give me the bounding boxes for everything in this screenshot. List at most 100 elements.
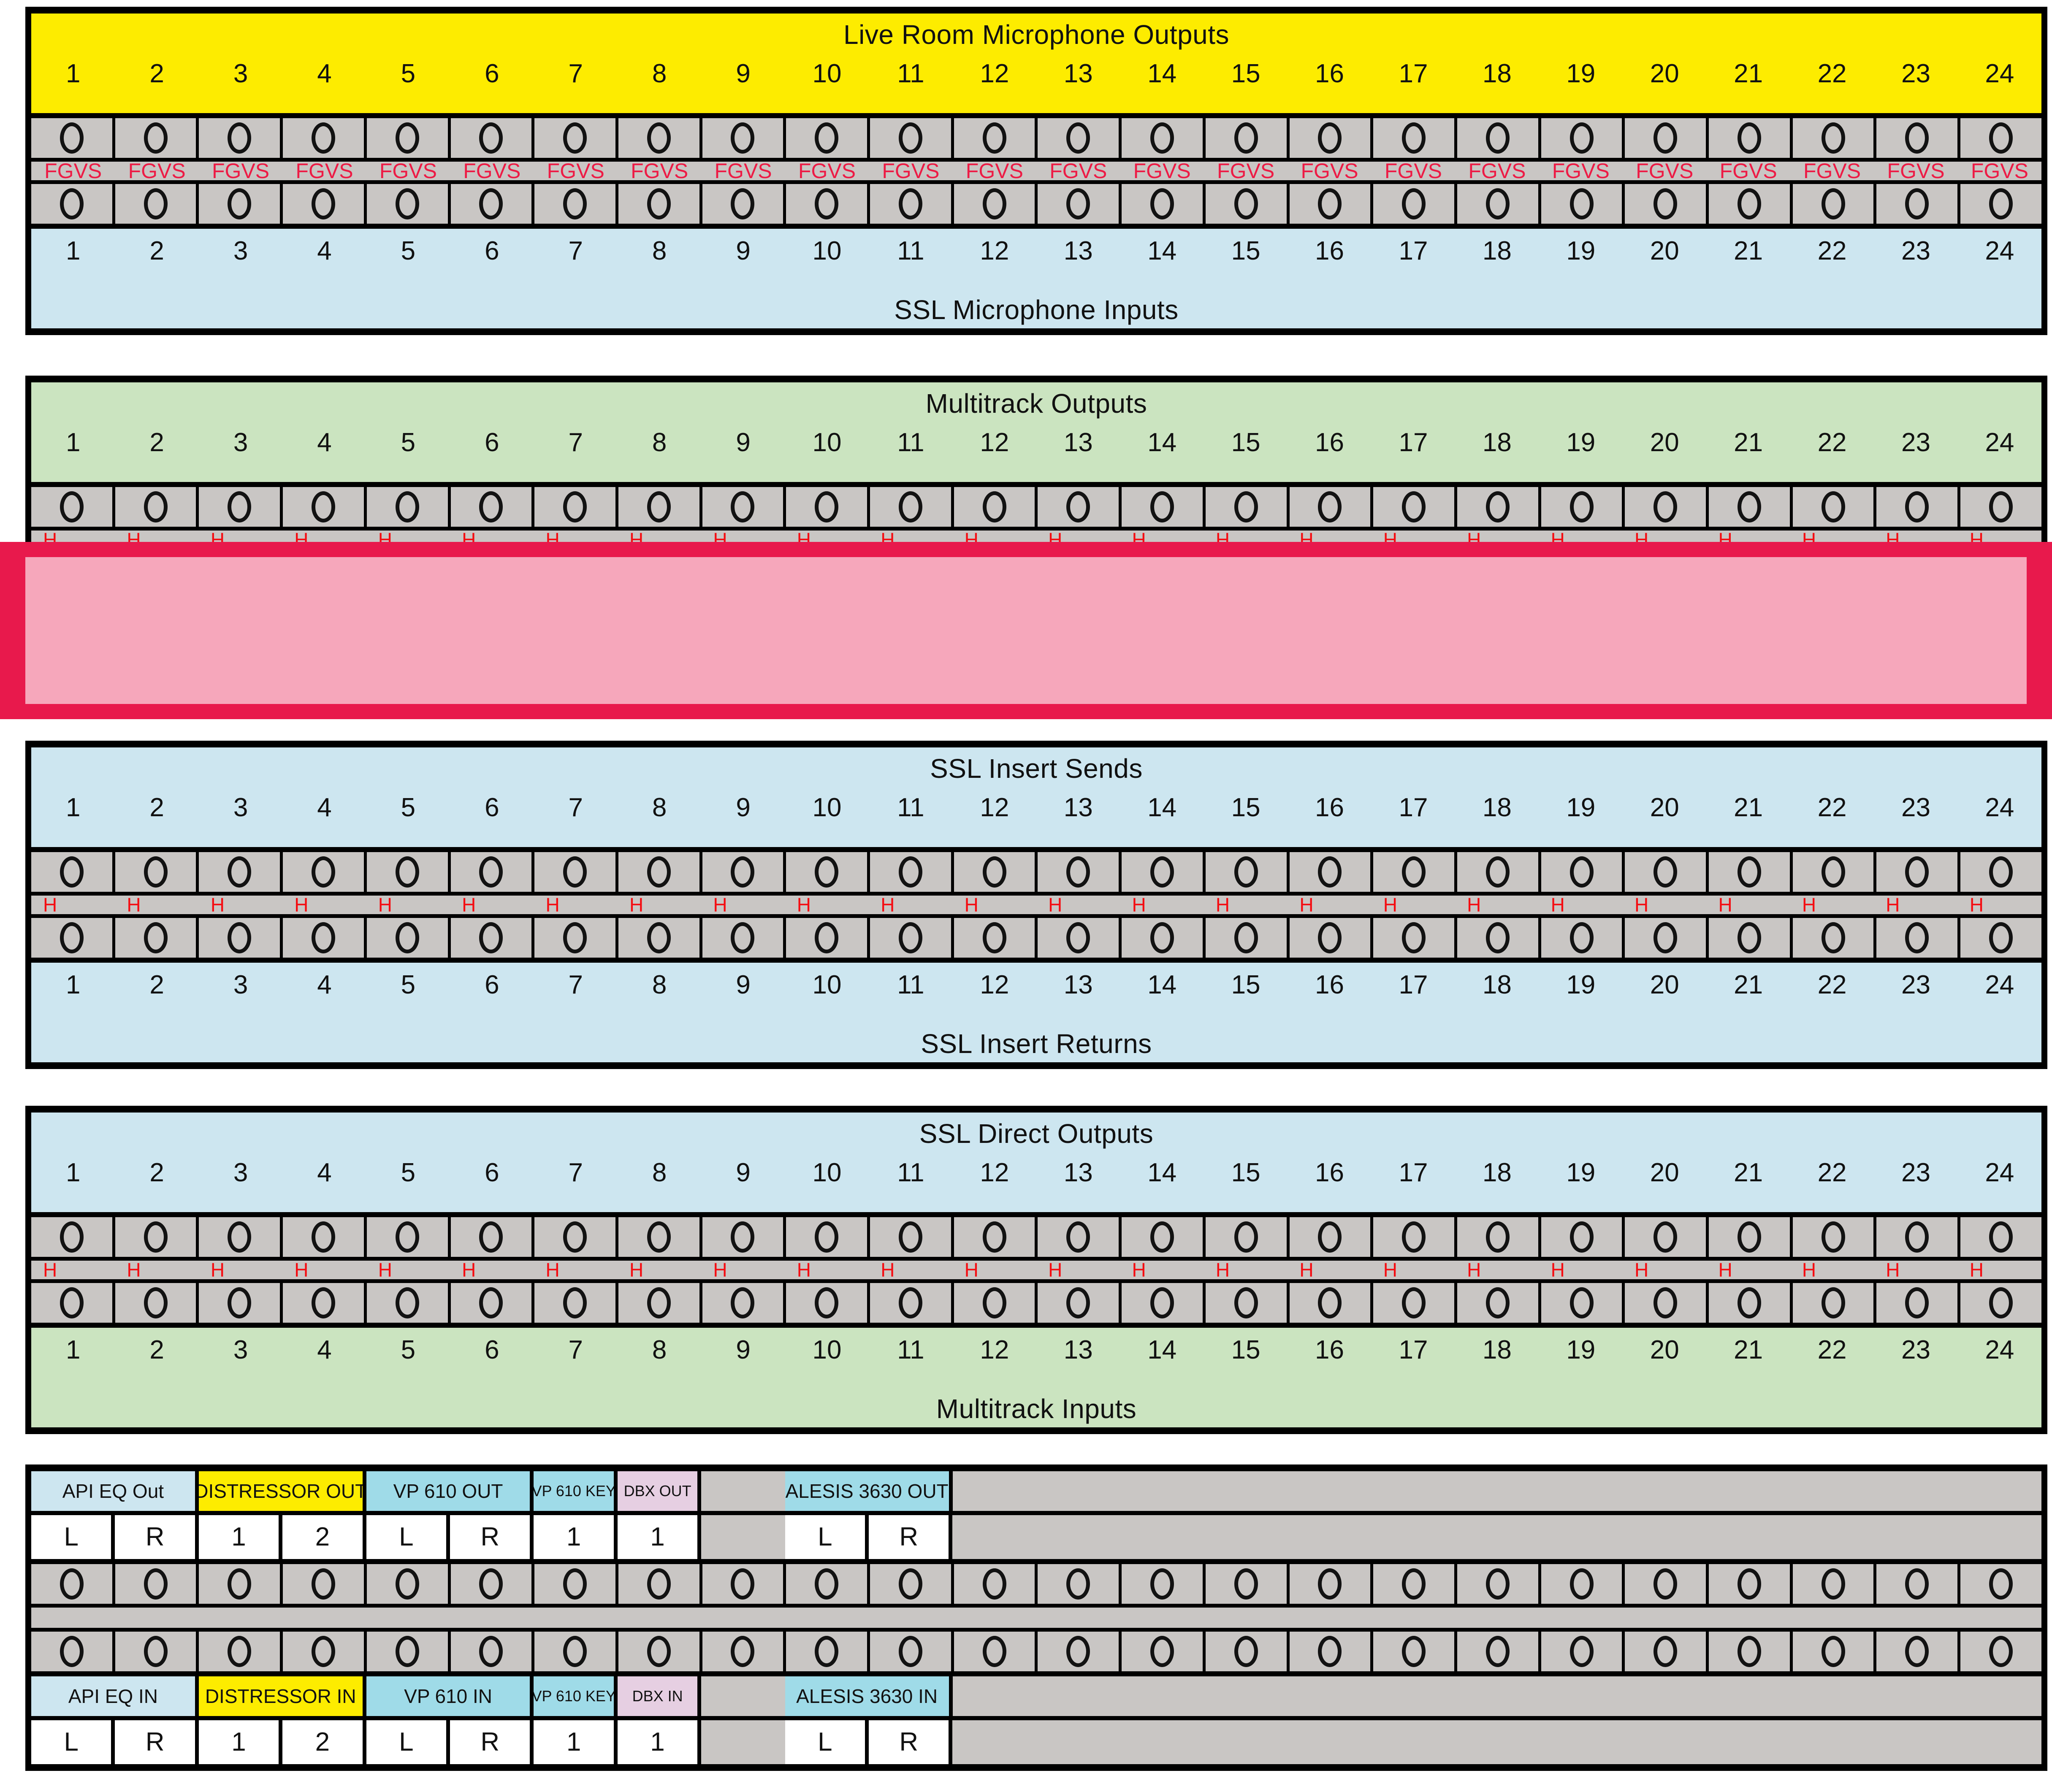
jack-hole-icon[interactable] (1821, 1636, 1845, 1667)
jack-cell[interactable] (31, 553, 115, 593)
jack-hole-icon[interactable] (1234, 491, 1258, 522)
channel-number[interactable]: 11 (897, 1158, 924, 1187)
channel-number[interactable]: 19 (1566, 793, 1596, 822)
panel-title[interactable]: SSL Insert Sends (930, 753, 1143, 784)
channel-number[interactable]: 6 (485, 1158, 499, 1187)
jack-hole-icon[interactable] (1737, 1221, 1761, 1253)
jack-cell[interactable] (1122, 487, 1206, 527)
device-value-cell[interactable]: L (31, 1515, 115, 1559)
jack-row[interactable] (31, 184, 2041, 224)
jack-hole-icon[interactable] (563, 1568, 587, 1600)
jack-hole-icon[interactable] (1066, 1287, 1090, 1318)
marking-cell[interactable]: FGVS (1468, 159, 1526, 183)
jack-cell[interactable] (786, 184, 870, 224)
marking-cell[interactable]: H (1886, 894, 1900, 916)
marking-cell[interactable]: H (1048, 894, 1063, 916)
channel-number[interactable]: 10 (812, 605, 842, 634)
device-value-cell[interactable]: R (869, 1515, 953, 1559)
jack-hole-icon[interactable] (647, 1221, 671, 1253)
marking-cell[interactable]: H (1886, 529, 1900, 551)
jack-hole-icon[interactable] (1737, 922, 1761, 953)
jack-cell[interactable] (366, 1564, 451, 1604)
marking-cell[interactable]: H (1718, 894, 1732, 916)
jack-hole-icon[interactable] (479, 1221, 503, 1253)
device-value-gap[interactable] (1288, 1515, 1372, 1559)
channel-number[interactable]: 18 (1482, 1158, 1512, 1187)
jack-cell[interactable] (1960, 553, 2041, 593)
jack-cell[interactable] (534, 1217, 618, 1257)
jack-cell[interactable] (1205, 118, 1290, 158)
jack-hole-icon[interactable] (1821, 1568, 1845, 1600)
jack-hole-icon[interactable] (60, 122, 84, 154)
jack-hole-icon[interactable] (731, 188, 755, 219)
jack-hole-icon[interactable] (1737, 856, 1761, 888)
channel-number[interactable]: 20 (1650, 236, 1679, 265)
jack-hole-icon[interactable] (898, 1568, 922, 1600)
jack-cell[interactable] (31, 1283, 115, 1323)
channel-number[interactable]: 21 (1734, 793, 1763, 822)
jack-hole-icon[interactable] (1821, 122, 1845, 154)
jack-cell[interactable] (1709, 184, 1793, 224)
channel-number-strip[interactable]: 1 2 3 4 5 6 7 8 9 10 11 12 13 14 15 16 17 18 19 20 21 22 23 24 (31, 238, 2041, 264)
channel-number[interactable]: 1 (65, 970, 81, 999)
channel-number[interactable]: 17 (1399, 970, 1428, 999)
marking-cell[interactable]: FGVS (1049, 159, 1107, 183)
channel-number[interactable]: 4 (317, 236, 332, 265)
bottom-label-band[interactable]: SSL Line Inputs 1 2 3 4 5 6 7 8 9 10 11 12 13 14 15 16 17… (31, 593, 2041, 697)
jack-hole-icon[interactable] (815, 1287, 839, 1318)
jack-cell[interactable] (283, 553, 367, 593)
jack-hole-icon[interactable] (311, 856, 335, 888)
jack-hole-icon[interactable] (479, 1636, 503, 1667)
jack-hole-icon[interactable] (1905, 122, 1929, 154)
jack-cell[interactable] (199, 118, 283, 158)
jack-hole-icon[interactable] (1654, 1287, 1678, 1318)
channel-number[interactable]: 8 (652, 605, 667, 634)
device-value-cell[interactable]: R (869, 1720, 953, 1764)
device-value-gap[interactable] (952, 1720, 1036, 1764)
jack-cell[interactable] (954, 184, 1038, 224)
jack-cell[interactable] (870, 553, 954, 593)
device-label[interactable]: ALESIS 3630 IN (785, 1676, 953, 1716)
channel-number[interactable]: 3 (233, 970, 248, 999)
jack-cell[interactable] (1709, 1217, 1793, 1257)
channel-number[interactable]: 14 (1147, 605, 1177, 634)
channel-number[interactable]: 5 (401, 605, 416, 634)
jack-hole-icon[interactable] (60, 491, 84, 522)
channel-number[interactable]: 11 (897, 428, 924, 457)
jack-hole-icon[interactable] (1485, 1287, 1510, 1318)
jack-hole-icon[interactable] (1569, 188, 1594, 219)
jack-cell[interactable] (1792, 1564, 1877, 1604)
jack-hole-icon[interactable] (311, 188, 335, 219)
jack-hole-icon[interactable] (563, 557, 587, 588)
jack-cell[interactable] (1289, 487, 1374, 527)
marking-cell[interactable]: H (1215, 894, 1230, 916)
jack-hole-icon[interactable] (563, 922, 587, 953)
device-value-gap[interactable] (1873, 1720, 1958, 1764)
jack-cell[interactable] (1792, 1217, 1877, 1257)
jack-cell[interactable] (1876, 1283, 1961, 1323)
jack-cell[interactable] (1122, 118, 1206, 158)
jack-cell[interactable] (1038, 852, 1122, 892)
jack-hole-icon[interactable] (1905, 856, 1929, 888)
jack-hole-icon[interactable] (815, 1636, 839, 1667)
jack-hole-icon[interactable] (479, 491, 503, 522)
top-label-band[interactable]: Live Room Microphone Outputs 1 2 3 4 5 6 7 8 9 10 1… (31, 14, 2041, 118)
jack-cell[interactable] (702, 118, 786, 158)
jack-hole-icon[interactable] (1066, 1636, 1090, 1667)
jack-hole-icon[interactable] (60, 856, 84, 888)
jack-cell[interactable] (283, 918, 367, 958)
channel-number[interactable]: 16 (1315, 605, 1345, 634)
jack-hole-icon[interactable] (311, 122, 335, 154)
jack-hole-icon[interactable] (1150, 1221, 1174, 1253)
jack-cell[interactable] (1709, 1632, 1793, 1671)
jack-cell[interactable] (534, 553, 618, 593)
channel-number[interactable]: 3 (233, 428, 248, 457)
channel-number[interactable]: 21 (1734, 605, 1763, 634)
top-label-band[interactable]: SSL Insert Sends 1 2 3 4 5 6 7 8 9 10 11 12 13 14 15 16 1… (31, 747, 2041, 852)
device-value-cell[interactable]: 1 (198, 1515, 283, 1559)
jack-cell[interactable] (1541, 852, 1625, 892)
jack-cell[interactable] (1792, 852, 1877, 892)
jack-hole-icon[interactable] (1485, 1221, 1510, 1253)
